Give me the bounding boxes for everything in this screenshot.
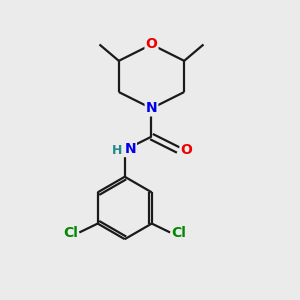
Text: O: O: [146, 38, 158, 52]
Text: Cl: Cl: [172, 226, 187, 240]
Text: N: N: [124, 142, 136, 156]
Text: N: N: [146, 101, 157, 116]
Text: Cl: Cl: [63, 226, 78, 240]
Text: O: O: [181, 143, 193, 157]
Text: H: H: [112, 143, 122, 157]
